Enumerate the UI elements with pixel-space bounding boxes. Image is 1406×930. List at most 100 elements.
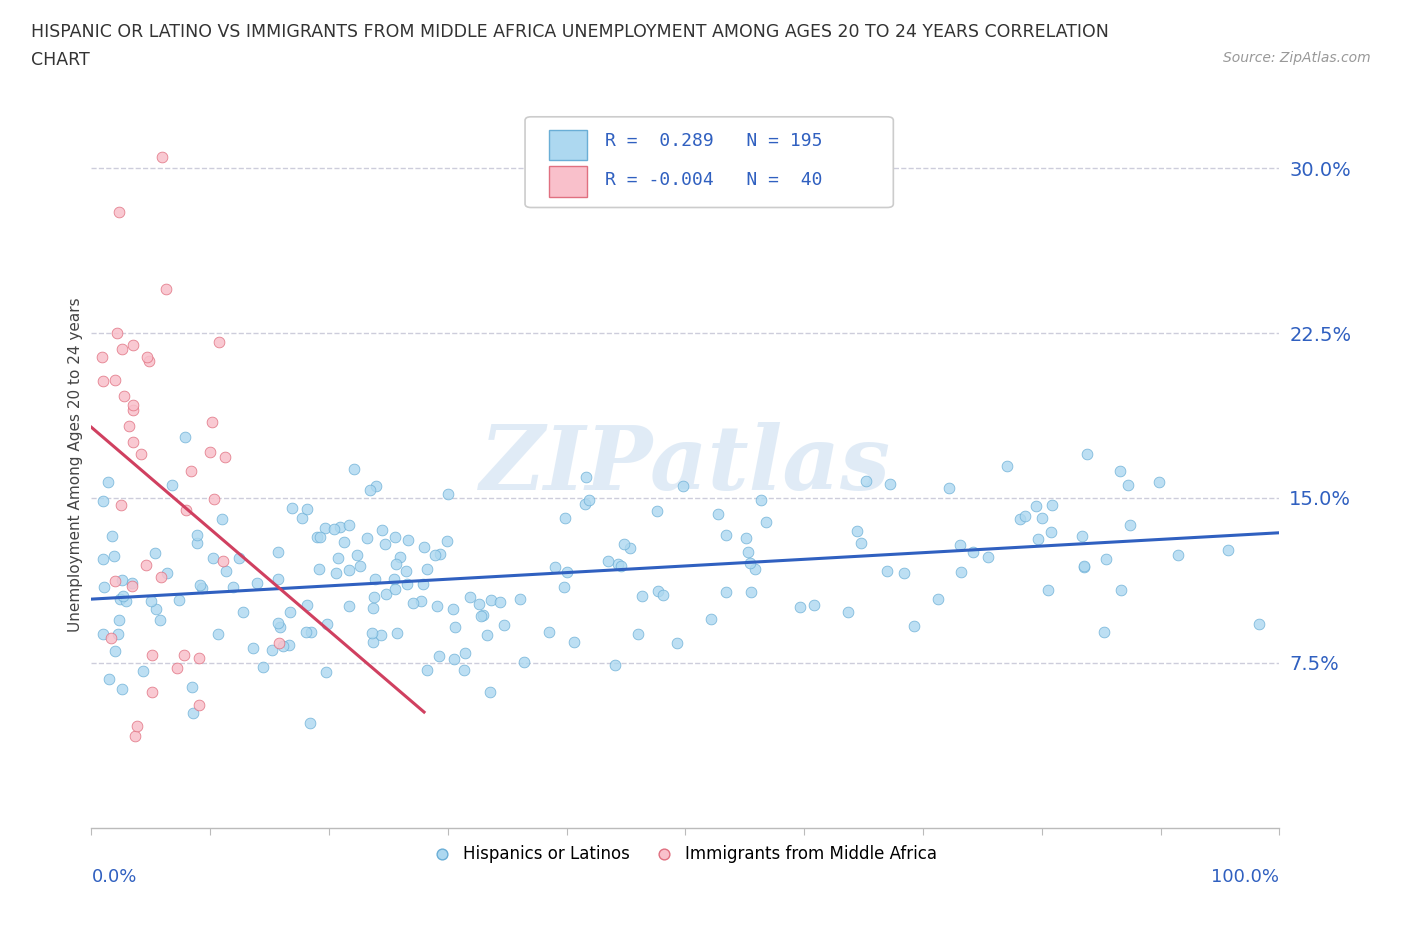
Point	[139, 593, 162, 608]
Point	[201, 414, 224, 429]
Point	[394, 564, 416, 578]
Point	[364, 572, 387, 587]
Point	[278, 638, 301, 653]
Point	[215, 564, 238, 578]
Point	[173, 648, 195, 663]
Point	[211, 512, 233, 526]
Point	[252, 659, 274, 674]
Point	[995, 458, 1018, 473]
Point	[160, 477, 183, 492]
Point	[374, 536, 396, 551]
Point	[803, 597, 825, 612]
Point	[295, 501, 318, 516]
Point	[326, 551, 349, 565]
Point	[309, 529, 332, 544]
Point	[494, 618, 516, 632]
Point	[343, 461, 366, 476]
Point	[91, 551, 114, 566]
Point	[401, 595, 423, 610]
Point	[396, 533, 419, 548]
Point	[125, 719, 148, 734]
Point	[143, 545, 166, 560]
Point	[361, 601, 384, 616]
Point	[97, 474, 120, 489]
Point	[562, 635, 585, 650]
Point	[610, 558, 633, 573]
Point	[1008, 512, 1031, 526]
Point	[200, 445, 222, 459]
Point	[603, 658, 626, 672]
Point	[1076, 446, 1098, 461]
Point	[150, 570, 173, 585]
Point	[104, 574, 127, 589]
Point	[740, 584, 762, 599]
Point	[337, 599, 360, 614]
Point	[204, 492, 226, 507]
Point	[645, 503, 668, 518]
Point	[574, 497, 596, 512]
Point	[1119, 517, 1142, 532]
Point	[444, 619, 467, 634]
Point	[208, 335, 231, 350]
Point	[789, 599, 811, 614]
Point	[436, 486, 458, 501]
Point	[333, 535, 356, 550]
Point	[298, 715, 321, 730]
Point	[1073, 560, 1095, 575]
Point	[242, 641, 264, 656]
Point	[98, 671, 121, 686]
Point	[104, 644, 127, 658]
Text: Source: ZipAtlas.com: Source: ZipAtlas.com	[1223, 51, 1371, 65]
Point	[1040, 498, 1063, 512]
Point	[337, 518, 360, 533]
Point	[927, 591, 949, 606]
Point	[454, 646, 477, 661]
Point	[138, 353, 160, 368]
Point	[371, 523, 394, 538]
Point	[295, 598, 318, 613]
Point	[90, 350, 112, 365]
Point	[186, 528, 208, 543]
Point	[323, 522, 346, 537]
Point	[509, 591, 531, 606]
Point	[291, 511, 314, 525]
Point	[553, 579, 575, 594]
Point	[135, 558, 157, 573]
Point	[1218, 542, 1240, 557]
Point	[93, 579, 115, 594]
Point	[479, 684, 502, 699]
Point	[118, 418, 141, 433]
Point	[337, 563, 360, 578]
Point	[734, 530, 756, 545]
Point	[598, 554, 620, 569]
Point	[122, 398, 145, 413]
Point	[363, 590, 385, 604]
Point	[949, 538, 972, 552]
Point	[489, 594, 512, 609]
Point	[121, 578, 143, 593]
Point	[513, 655, 536, 670]
Point	[150, 150, 173, 165]
Point	[652, 588, 675, 603]
Point	[415, 562, 437, 577]
Point	[382, 571, 405, 586]
Point	[228, 551, 250, 565]
Point	[938, 481, 960, 496]
Point	[846, 524, 869, 538]
Point	[104, 373, 127, 388]
Point	[201, 551, 224, 565]
Point	[122, 338, 145, 352]
Point	[384, 529, 406, 544]
Point	[145, 602, 167, 617]
Point	[1247, 617, 1270, 631]
Point	[122, 435, 145, 450]
Point	[93, 374, 115, 389]
Point	[361, 635, 384, 650]
Point	[389, 550, 412, 565]
Point	[468, 596, 491, 611]
Point	[479, 592, 502, 607]
Point	[385, 626, 408, 641]
Point	[370, 628, 392, 643]
FancyBboxPatch shape	[524, 117, 893, 207]
Point	[156, 565, 179, 580]
